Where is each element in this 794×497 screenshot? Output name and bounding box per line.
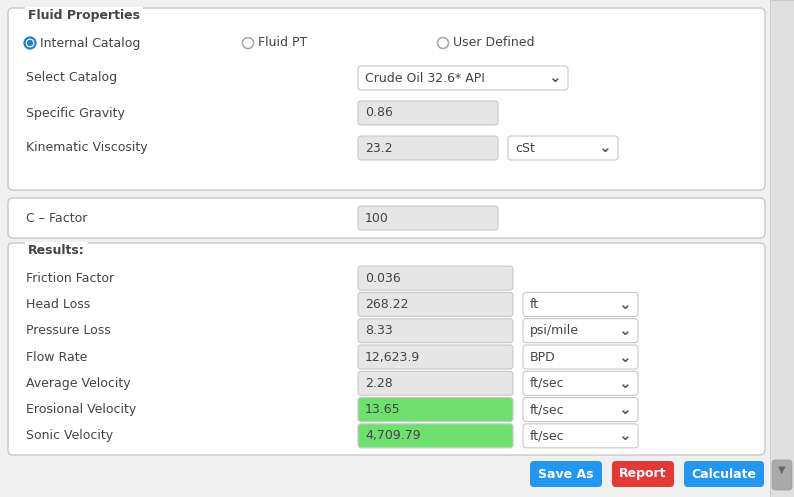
Text: Pressure Loss: Pressure Loss [26,324,110,337]
Text: Save As: Save As [538,468,594,481]
FancyBboxPatch shape [530,461,602,487]
Text: 4,709.79: 4,709.79 [365,429,421,442]
FancyBboxPatch shape [358,101,498,125]
FancyBboxPatch shape [358,398,513,421]
Text: Fluid Properties: Fluid Properties [28,9,140,22]
Text: ⌄: ⌄ [618,349,630,364]
FancyBboxPatch shape [8,243,765,455]
FancyBboxPatch shape [358,66,568,90]
Circle shape [242,37,253,49]
Circle shape [27,40,33,46]
Text: ft/sec: ft/sec [530,429,565,442]
Text: ⌄: ⌄ [618,428,630,443]
FancyBboxPatch shape [358,266,513,290]
Circle shape [437,37,449,49]
Text: ⌄: ⌄ [618,402,630,417]
FancyBboxPatch shape [508,136,618,160]
Text: Kinematic Viscosity: Kinematic Viscosity [26,142,148,155]
FancyBboxPatch shape [358,136,498,160]
FancyBboxPatch shape [523,398,638,421]
Text: 2.28: 2.28 [365,377,393,390]
Text: ⌄: ⌄ [618,297,630,312]
FancyBboxPatch shape [684,461,764,487]
Text: ⌄: ⌄ [548,71,561,85]
Text: Sonic Velocity: Sonic Velocity [26,429,113,442]
FancyBboxPatch shape [358,206,498,230]
Text: ft/sec: ft/sec [530,403,565,416]
Text: ⌄: ⌄ [618,323,630,338]
Text: Head Loss: Head Loss [26,298,91,311]
Text: Internal Catalog: Internal Catalog [40,36,141,50]
Text: Report: Report [619,468,667,481]
FancyBboxPatch shape [358,345,513,369]
Text: ▼: ▼ [778,465,786,475]
Text: Specific Gravity: Specific Gravity [26,106,125,119]
Text: Flow Rate: Flow Rate [26,350,87,363]
Text: Average Velocity: Average Velocity [26,377,131,390]
FancyBboxPatch shape [358,424,513,448]
FancyBboxPatch shape [358,292,513,317]
Text: Fluid PT: Fluid PT [258,36,307,50]
Text: 13.65: 13.65 [365,403,401,416]
FancyBboxPatch shape [358,319,513,343]
Circle shape [25,37,36,49]
FancyBboxPatch shape [8,8,765,190]
Text: Select Catalog: Select Catalog [26,72,118,84]
Text: BPD: BPD [530,350,556,363]
Text: Erosional Velocity: Erosional Velocity [26,403,137,416]
Text: ft: ft [530,298,539,311]
FancyBboxPatch shape [523,319,638,343]
Text: 23.2: 23.2 [365,142,392,155]
FancyBboxPatch shape [358,371,513,395]
Text: Friction Factor: Friction Factor [26,272,114,285]
Bar [770,0,794,497]
Text: cSt: cSt [515,142,535,155]
Text: Crude Oil 32.6* API: Crude Oil 32.6* API [365,72,485,84]
FancyBboxPatch shape [612,461,674,487]
FancyBboxPatch shape [8,198,765,238]
Text: 0.86: 0.86 [365,106,393,119]
Text: psi/mile: psi/mile [530,324,579,337]
Text: C – Factor: C – Factor [26,212,87,225]
Text: 12,623.9: 12,623.9 [365,350,420,363]
FancyBboxPatch shape [772,460,792,490]
Text: User Defined: User Defined [453,36,534,50]
Text: ft/sec: ft/sec [530,377,565,390]
Text: ⌄: ⌄ [598,141,611,156]
Text: ⌄: ⌄ [618,376,630,391]
Text: 268.22: 268.22 [365,298,408,311]
Text: Results:: Results: [28,245,85,257]
Text: 0.036: 0.036 [365,272,401,285]
FancyBboxPatch shape [523,371,638,395]
Text: 100: 100 [365,212,389,225]
FancyBboxPatch shape [523,424,638,448]
FancyBboxPatch shape [523,345,638,369]
FancyBboxPatch shape [523,292,638,317]
Text: 8.33: 8.33 [365,324,393,337]
Text: Calculate: Calculate [692,468,757,481]
